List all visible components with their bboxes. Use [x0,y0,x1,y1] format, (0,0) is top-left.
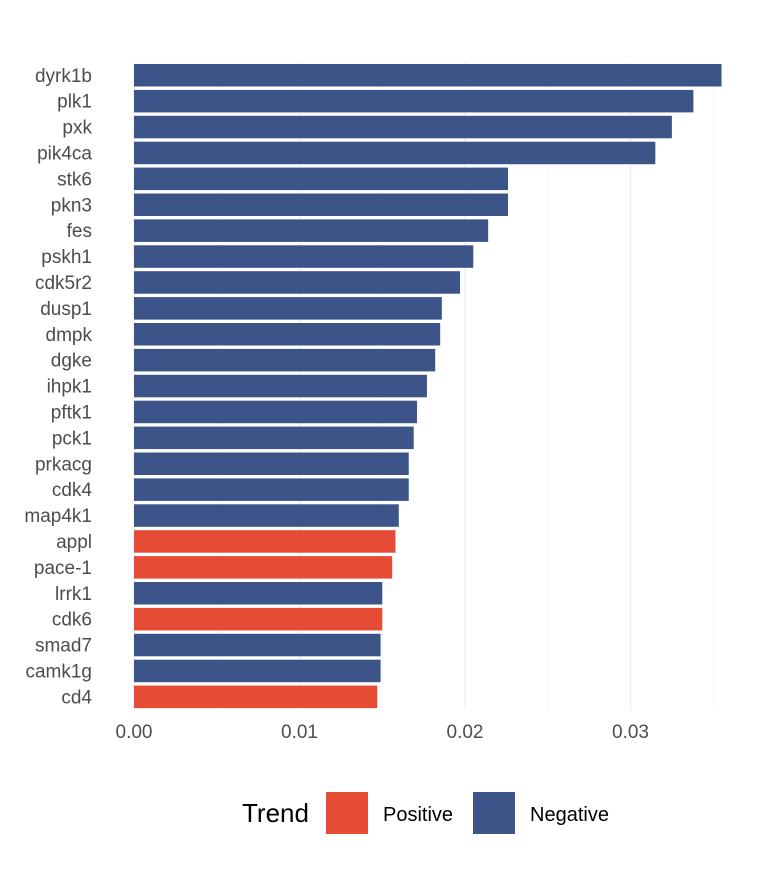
bar-cdk5r2 [134,271,461,294]
bar-cdk6 [134,607,383,631]
category-label-pkn3: pkn3 [51,195,92,216]
bar-dgke [134,348,436,372]
category-label-cdk5r2: cdk5r2 [35,273,92,294]
category-label-smad7: smad7 [35,636,92,657]
bar-pkn3 [134,193,509,216]
bars [134,64,722,709]
legend-label-positive: Positive [383,804,453,826]
category-label-lrrk1: lrrk1 [55,584,92,605]
category-label-dusp1: dusp1 [40,299,92,320]
bar-map4k1 [134,504,399,527]
bar-pck1 [134,426,414,450]
category-label-ihpk1: ihpk1 [47,377,92,398]
x-tick-label: 0.03 [612,722,649,743]
bar-dyrk1b [134,64,722,87]
x-tick-label: 0.00 [116,722,153,743]
legend: Trend Positive Negative [242,792,609,834]
legend-swatch-negative [473,792,515,834]
bar-pftk1 [134,400,418,424]
category-label-appl: appl [56,532,92,553]
legend-title: Trend [242,798,309,828]
category-label-map4k1: map4k1 [24,506,92,527]
bar-pik4ca [134,141,656,165]
category-label-plk1: plk1 [57,92,92,113]
category-label-pik4ca: pik4ca [37,143,92,164]
bar-camk1g [134,659,381,683]
category-label-pck1: pck1 [52,428,92,449]
category-label-dmpk: dmpk [46,325,93,346]
category-label-dyrk1b: dyrk1b [35,66,92,87]
bar-cdk4 [134,478,409,501]
bar-dusp1 [134,297,442,320]
legend-swatch-positive [326,792,368,834]
x-tick-label: 0.02 [447,722,484,743]
bar-lrrk1 [134,582,383,605]
category-label-pftk1: pftk1 [51,402,92,423]
bar-plk1 [134,89,694,113]
bar-pskh1 [134,245,474,268]
category-label-pxk: pxk [62,118,92,139]
bar-dmpk [134,323,441,346]
bar-prkacg [134,452,409,475]
category-labels: dyrk1b plk1 pxk pik4ca stk6 pkn3 fes pskh1 cdk5r… [24,66,92,709]
x-tick-label: 0.01 [281,722,318,743]
category-label-cdk4: cdk4 [52,480,93,501]
category-label-camk1g: camk1g [25,661,92,682]
category-label-pace-1: pace-1 [34,558,92,579]
category-label-prkacg: prkacg [35,454,92,475]
bar-fes [134,219,489,242]
x-tick-labels: 0.00 0.01 0.02 0.03 [116,722,649,743]
category-label-cd4: cd4 [61,687,92,708]
category-label-pskh1: pskh1 [41,247,92,268]
category-label-cdk6: cdk6 [52,610,92,631]
category-label-stk6: stk6 [57,169,92,190]
bar-stk6 [134,167,509,191]
bar-smad7 [134,633,381,657]
bar-appl [134,530,396,553]
bar-pace-1 [134,556,393,579]
category-label-fes: fes [67,221,92,242]
bar-ihpk1 [134,374,427,398]
legend-label-negative: Negative [530,804,609,826]
category-label-dgke: dgke [51,351,92,372]
bar-cd4 [134,685,378,709]
bar-pxk [134,115,672,139]
